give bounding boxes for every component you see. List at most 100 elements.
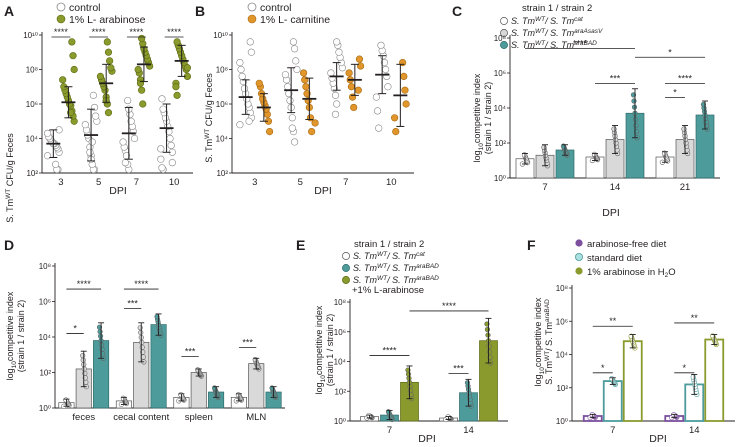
data-point [69, 52, 77, 60]
significance-label: * [601, 363, 605, 373]
data-point [300, 69, 308, 77]
panel-f-ylabel-1: log10competitive index [533, 297, 546, 386]
data-point [81, 366, 87, 372]
data-point [633, 122, 639, 129]
panel-f-ylabel-2: S. TmWT/ S. TmaraBAD [544, 299, 554, 385]
panel-b: B control 1% L- carnitine S. TmWT CFU/g … [195, 2, 332, 197]
panel-c-y-tick-label: 10⁴ [494, 104, 507, 113]
panel-e-ylabel-2: (strain 1 / strain 2) [325, 314, 335, 387]
panel-b-x-tick-label: 7 [343, 177, 348, 188]
data-point [237, 65, 245, 74]
data-point [331, 91, 340, 99]
significance-label: *** [453, 363, 464, 373]
data-point [293, 65, 301, 74]
data-point [301, 76, 309, 84]
bar [150, 324, 167, 409]
data-point [52, 160, 60, 168]
significance-label: **** [129, 27, 144, 37]
panel-a-x-tick-label: 5 [96, 177, 101, 188]
data-point [333, 100, 341, 108]
panel-d-x-tick-label: cecal content [113, 412, 169, 423]
panel-a-y-tick-label: 10¹⁰ [23, 31, 38, 40]
significance-label: *** [242, 338, 253, 348]
data-point [178, 392, 184, 398]
data-point [168, 159, 176, 167]
data-point [173, 38, 181, 46]
data-point [485, 332, 491, 338]
data-point [384, 83, 392, 91]
data-point [303, 90, 311, 98]
significance-label: **** [573, 39, 588, 49]
panel-e-y-tick-label: 10⁶ [334, 328, 346, 337]
data-point [281, 71, 290, 79]
data-point [103, 38, 111, 46]
data-point [464, 380, 471, 386]
panel-a-x-tick-label: 10 [169, 177, 180, 188]
data-point [255, 79, 263, 87]
data-point [345, 69, 353, 77]
data-point [486, 343, 492, 349]
panel-e-legend-arabinose-suffix: +1% L-arabinose [352, 285, 424, 296]
panel-b-x-tick-label: 5 [298, 177, 303, 188]
panel-f-y-tick-label: 10⁶ [556, 317, 568, 326]
data-point [43, 152, 52, 160]
data-point [59, 76, 67, 84]
panel-a-y-tick-label: 10⁸ [26, 66, 38, 75]
data-point [350, 103, 358, 112]
panel-a: A control 1% L- arabinose S. TmWT CFU/g … [4, 2, 146, 223]
panel-a-legend-marker-arabinose [56, 14, 66, 24]
panel-f-legend-water: 1% arabinose in H2O [587, 267, 676, 279]
data-point [611, 126, 617, 132]
panel-e-ylabel-1: log10competitive index [314, 305, 327, 394]
panel-f-y-tick-label: 10⁰ [556, 417, 568, 426]
panel-e-y-tick-label: 10⁴ [334, 358, 347, 367]
data-point [195, 367, 201, 373]
data-point [99, 342, 105, 348]
data-point [88, 138, 96, 146]
panel-b-y-tick-label: 10⁶ [216, 100, 228, 109]
significance-label: **** [54, 27, 69, 37]
data-point [333, 38, 341, 46]
panel-f-y-tick-label: 10⁴ [556, 351, 569, 360]
panel-d-x-tick-label: MLN [246, 412, 266, 423]
data-point [284, 83, 292, 91]
legend-c-cat-marker [500, 17, 508, 25]
data-point [158, 164, 166, 172]
data-point [104, 109, 113, 117]
legend-c-arabad-marker [500, 41, 508, 49]
panel-d-y-tick-label: 10⁴ [39, 333, 52, 342]
data-point [402, 100, 410, 108]
data-point [240, 84, 249, 93]
panel-f-legend-standard: standard diet [587, 253, 642, 264]
data-point [134, 65, 142, 74]
data-point [139, 344, 145, 350]
panel-c-legend: S. TmWT/ S. Tmcat S. TmWT/ S. TmaraAsasV S… [500, 16, 603, 50]
panel-a-y-tick-label: 10⁶ [26, 100, 38, 109]
panel-b-y-tick-label: 10¹⁰ [213, 31, 228, 40]
data-point [380, 58, 389, 67]
data-point [159, 105, 167, 113]
data-point [96, 72, 105, 80]
data-point [99, 346, 105, 353]
panel-c-legend-title: strain 1 / strain 2 [522, 3, 592, 14]
data-point [80, 357, 86, 363]
data-point [354, 86, 362, 94]
data-point [391, 114, 399, 122]
panel-f-x-tick-label: 7 [610, 425, 615, 436]
panel-d: D log10competitive index (strain 1 / str… [4, 237, 26, 380]
bar [602, 380, 623, 422]
data-point [43, 129, 52, 137]
panel-b-letter: B [195, 3, 205, 19]
legend-c-araasasv-label: S. TmWT/ S. TmaraAsasV [511, 28, 603, 38]
data-point [238, 72, 246, 80]
panel-d-y-tick-label: 10⁰ [39, 404, 51, 413]
data-point [68, 38, 76, 46]
data-point [120, 395, 126, 401]
panel-a-ylabel: S. TmWT CFU/g Feces [5, 133, 15, 223]
significance-label: *** [185, 347, 196, 357]
bar [248, 363, 265, 409]
data-point [167, 141, 175, 149]
data-point [541, 144, 547, 150]
data-point [401, 86, 409, 94]
data-point [138, 86, 146, 94]
